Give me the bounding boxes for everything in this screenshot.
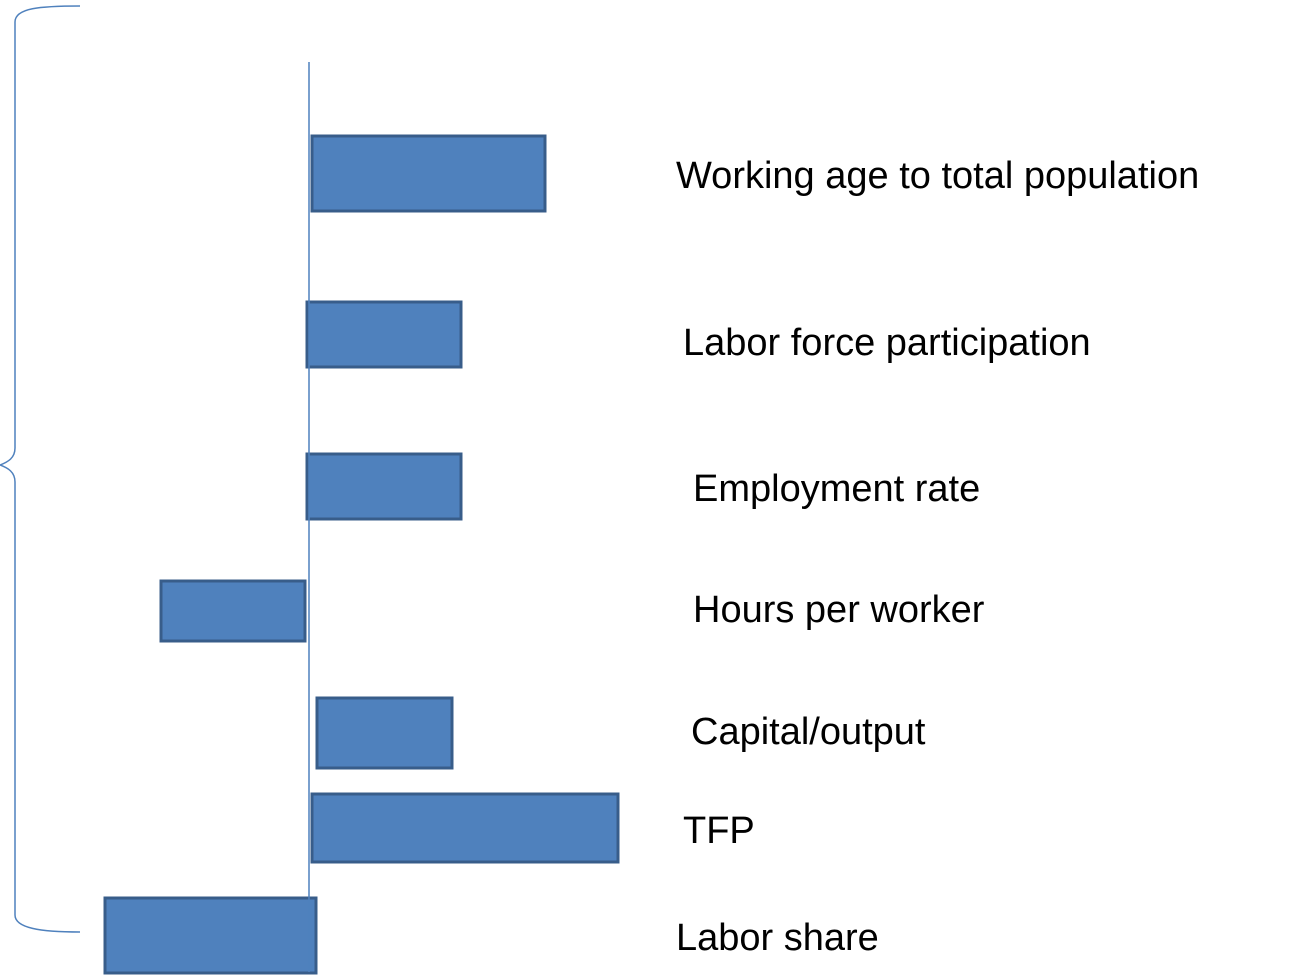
bar xyxy=(305,452,463,521)
label: TFP xyxy=(683,810,755,852)
bar xyxy=(310,792,620,864)
label: Labor force participation xyxy=(683,322,1091,364)
brace xyxy=(0,5,81,933)
label: Employment rate xyxy=(693,468,980,510)
bar xyxy=(315,696,454,770)
bar xyxy=(310,134,547,213)
label: Hours per worker xyxy=(693,589,985,631)
label: Working age to total population xyxy=(676,155,1199,197)
label: Capital/output xyxy=(691,711,926,753)
bar xyxy=(103,896,318,975)
bar xyxy=(305,300,463,369)
bar xyxy=(159,579,307,643)
label: Labor share xyxy=(676,917,879,959)
